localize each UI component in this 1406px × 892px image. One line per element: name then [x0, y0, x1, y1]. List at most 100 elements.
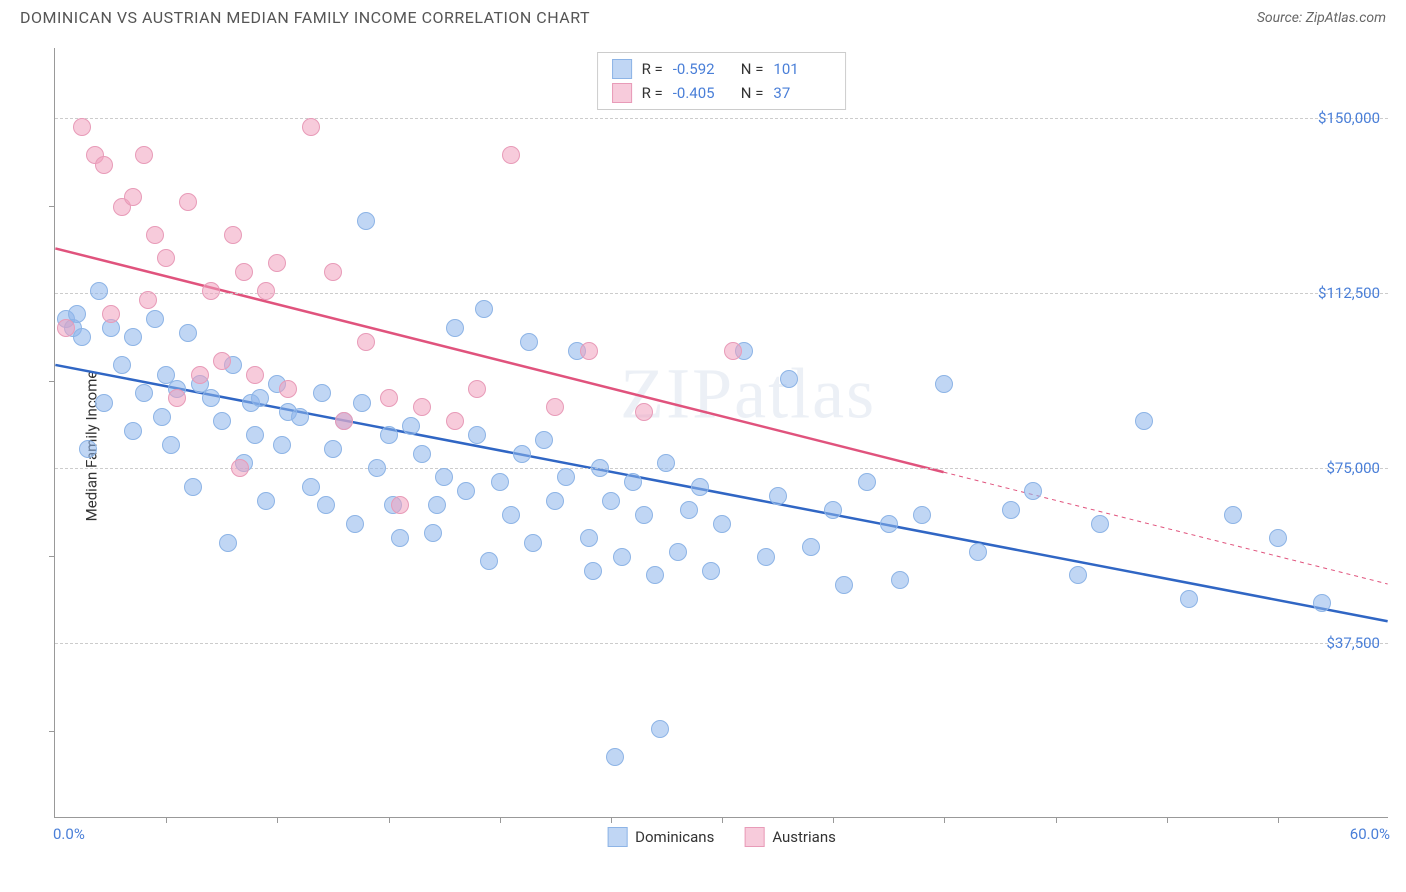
data-point-dominicans: [435, 468, 453, 486]
data-point-dominicans: [680, 501, 698, 519]
data-point-dominicans: [513, 445, 531, 463]
data-point-dominicans: [657, 454, 675, 472]
data-point-dominicans: [802, 538, 820, 556]
data-point-dominicans: [651, 720, 669, 738]
data-point-dominicans: [891, 571, 909, 589]
data-point-dominicans: [524, 534, 542, 552]
x-minor-tick: [1056, 817, 1057, 823]
legend-label: Austrians: [772, 828, 836, 846]
data-point-dominicans: [1024, 482, 1042, 500]
data-point-dominicans: [257, 492, 275, 510]
x-minor-tick: [611, 817, 612, 823]
data-point-dominicans: [146, 310, 164, 328]
data-point-austrians: [324, 263, 342, 281]
data-point-dominicans: [113, 356, 131, 374]
data-point-dominicans: [1069, 566, 1087, 584]
data-point-dominicans: [202, 389, 220, 407]
n-value-dominicans: 101: [773, 60, 831, 78]
y-minor-tick: [49, 206, 55, 207]
x-max-label: 60.0%: [1350, 825, 1390, 843]
data-point-dominicans: [584, 562, 602, 580]
data-point-dominicans: [713, 515, 731, 533]
data-point-austrians: [413, 398, 431, 416]
data-point-austrians: [213, 352, 231, 370]
legend-series: Dominicans Austrians: [607, 827, 836, 847]
data-point-dominicans: [273, 436, 291, 454]
data-point-dominicans: [824, 501, 842, 519]
data-point-dominicans: [317, 496, 335, 514]
x-minor-tick: [166, 817, 167, 823]
x-minor-tick: [389, 817, 390, 823]
data-point-dominicans: [179, 324, 197, 342]
n-label: N =: [741, 60, 764, 78]
data-point-austrians: [502, 146, 520, 164]
data-point-austrians: [135, 146, 153, 164]
data-point-dominicans: [580, 529, 598, 547]
x-minor-tick: [944, 817, 945, 823]
swatch-dominicans: [612, 59, 632, 79]
scatter-chart: ZIPatlas R = -0.592 N = 101 R = -0.405 N…: [54, 48, 1388, 818]
data-point-dominicans: [468, 426, 486, 444]
r-value-austrians: -0.405: [673, 84, 731, 102]
trendline-austrians: [55, 248, 943, 472]
x-minor-tick: [1278, 817, 1279, 823]
data-point-dominicans: [1180, 590, 1198, 608]
data-point-austrians: [246, 366, 264, 384]
data-point-dominicans: [646, 566, 664, 584]
data-point-dominicans: [691, 478, 709, 496]
data-point-dominicans: [1002, 501, 1020, 519]
data-point-dominicans: [880, 515, 898, 533]
data-point-dominicans: [219, 534, 237, 552]
data-point-dominicans: [935, 375, 953, 393]
gridline-h: [55, 468, 1388, 469]
data-point-dominicans: [90, 282, 108, 300]
swatch-austrians: [612, 83, 632, 103]
y-minor-tick: [49, 556, 55, 557]
data-point-dominicans: [557, 468, 575, 486]
data-point-dominicans: [95, 394, 113, 412]
data-point-dominicans: [73, 328, 91, 346]
data-point-dominicans: [457, 482, 475, 500]
data-point-dominicans: [624, 473, 642, 491]
data-point-austrians: [146, 226, 164, 244]
data-point-dominicans: [535, 431, 553, 449]
data-point-dominicans: [635, 506, 653, 524]
data-point-austrians: [202, 282, 220, 300]
data-point-austrians: [546, 398, 564, 416]
data-point-dominicans: [1313, 594, 1331, 612]
data-point-dominicans: [246, 426, 264, 444]
data-point-dominicans: [353, 394, 371, 412]
data-point-dominicans: [162, 436, 180, 454]
legend-row-austrians: R = -0.405 N = 37: [612, 81, 832, 105]
data-point-dominicans: [346, 515, 364, 533]
data-point-austrians: [279, 380, 297, 398]
data-point-austrians: [468, 380, 486, 398]
legend-label: Dominicans: [635, 828, 714, 846]
data-point-dominicans: [502, 506, 520, 524]
data-point-dominicans: [413, 445, 431, 463]
data-point-austrians: [580, 342, 598, 360]
data-point-dominicans: [591, 459, 609, 477]
data-point-dominicans: [380, 426, 398, 444]
data-point-dominicans: [858, 473, 876, 491]
legend-item-austrians: Austrians: [744, 827, 836, 847]
data-point-dominicans: [780, 370, 798, 388]
data-point-dominicans: [446, 319, 464, 337]
data-point-dominicans: [602, 492, 620, 510]
data-point-dominicans: [546, 492, 564, 510]
y-tick-label: $75,000: [1326, 459, 1380, 477]
n-label: N =: [741, 84, 764, 102]
r-label: R =: [642, 84, 663, 102]
data-point-dominicans: [757, 548, 775, 566]
x-minor-tick: [722, 817, 723, 823]
data-point-austrians: [57, 319, 75, 337]
data-point-austrians: [157, 249, 175, 267]
data-point-austrians: [391, 496, 409, 514]
data-point-austrians: [446, 412, 464, 430]
data-point-dominicans: [669, 543, 687, 561]
data-point-dominicans: [480, 552, 498, 570]
data-point-austrians: [124, 188, 142, 206]
x-min-label: 0.0%: [53, 825, 85, 843]
data-point-dominicans: [402, 417, 420, 435]
data-point-dominicans: [302, 478, 320, 496]
